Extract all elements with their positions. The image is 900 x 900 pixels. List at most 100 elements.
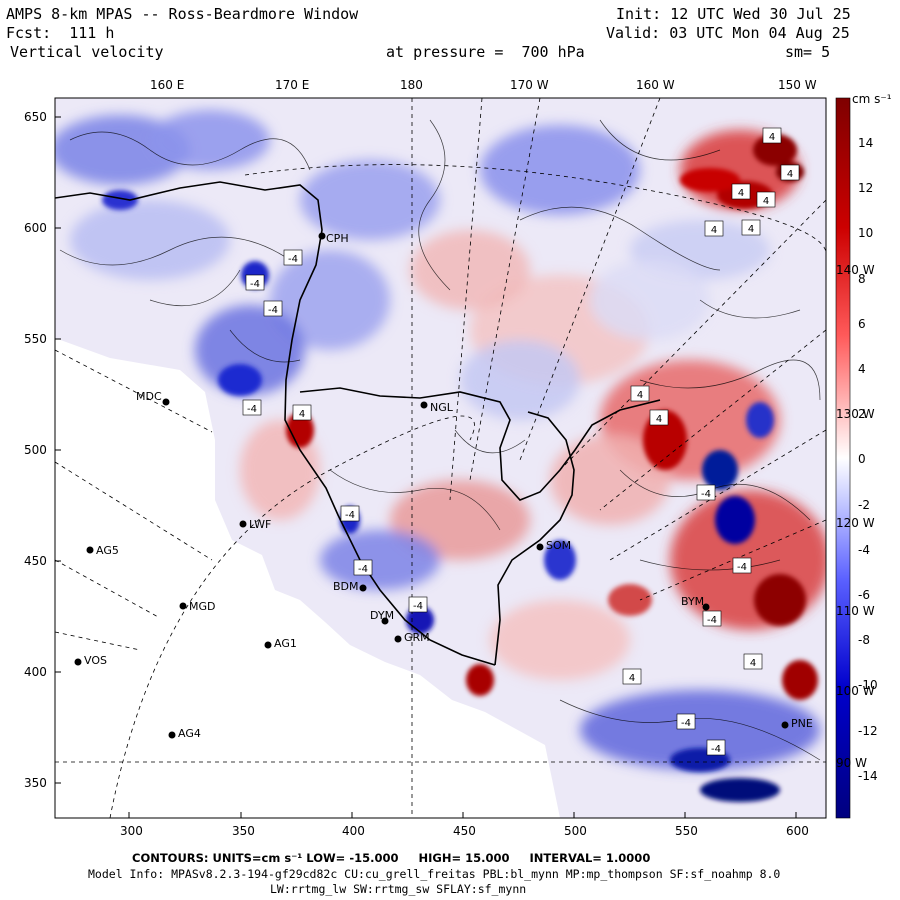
colorbar-label-14: -14 bbox=[858, 768, 878, 783]
station-marker-bym bbox=[702, 603, 710, 611]
station-marker-pne bbox=[781, 721, 789, 729]
contours-info: CONTOURS: UNITS=cm s⁻¹ LOW= -15.000 HIGH… bbox=[132, 851, 651, 865]
colorbar-label-6: 2 bbox=[858, 407, 866, 422]
svg-text:-4: -4 bbox=[681, 718, 691, 729]
svg-text:4: 4 bbox=[769, 132, 775, 143]
station-marker-ag5 bbox=[86, 546, 94, 554]
colorbar-label-10: -6 bbox=[858, 588, 870, 602]
station-marker-ag4 bbox=[168, 731, 176, 739]
colorbar-label-12: -10 bbox=[858, 678, 878, 693]
pressure-level: at pressure = 700 hPa bbox=[386, 44, 585, 61]
x-label-450: 450 bbox=[453, 824, 476, 838]
station-label-dym: DYM bbox=[370, 609, 395, 622]
colorbar-label-0: 14 bbox=[858, 136, 874, 150]
svg-text:-4: -4 bbox=[737, 562, 747, 573]
station-label-mdc: MDC bbox=[136, 390, 162, 403]
x-label-550: 550 bbox=[675, 824, 698, 838]
station-label-vos: VOS bbox=[84, 654, 107, 667]
lon-label-140w: 140 W bbox=[836, 263, 875, 277]
svg-text:-4: -4 bbox=[701, 489, 711, 500]
colorbar-label-2: 10 bbox=[858, 226, 874, 241]
svg-text:4: 4 bbox=[637, 390, 643, 401]
station-marker-lwf bbox=[239, 520, 247, 528]
colorbar-label-7: 0 bbox=[858, 452, 866, 467]
colorbar-label-13: -12 bbox=[858, 723, 878, 738]
station-marker-som bbox=[536, 543, 544, 551]
valid-time: Valid: 03 UTC Mon 04 Aug 25 bbox=[606, 24, 850, 42]
lon-label-170w: 170 W bbox=[510, 78, 549, 92]
field-name: Vertical velocity bbox=[10, 43, 164, 61]
init-time: Init: 12 UTC Wed 30 Jul 25 bbox=[616, 5, 851, 23]
x-label-300: 300 bbox=[120, 824, 143, 838]
fcst-value: 111 h bbox=[69, 24, 115, 42]
map-title: AMPS 8-km MPAS -- Ross-Beardmore Window bbox=[6, 5, 359, 23]
x-label-500: 500 bbox=[564, 824, 587, 838]
colorbar bbox=[835, 97, 851, 819]
colorbar-label-3: 8 bbox=[858, 271, 866, 286]
lon-label-110w: 110 W bbox=[836, 604, 875, 618]
svg-text:-4: -4 bbox=[268, 305, 278, 316]
station-marker-ag1 bbox=[264, 641, 272, 649]
lon-label-180: 180 bbox=[400, 78, 423, 92]
station-label-grm: GRM bbox=[404, 631, 430, 644]
station-marker-mdc bbox=[162, 398, 170, 406]
lon-label-90w: 90 W bbox=[836, 756, 867, 770]
y-label-350: 350 bbox=[24, 776, 47, 790]
svg-text:4: 4 bbox=[750, 658, 756, 669]
station-marker-vos bbox=[74, 658, 82, 666]
colorbar-label-9: -4 bbox=[858, 542, 870, 557]
svg-text:4: 4 bbox=[738, 188, 744, 199]
station-label-pne: PNE bbox=[791, 717, 813, 730]
lon-label-130w: 130 W bbox=[836, 407, 875, 421]
y-label-450: 450 bbox=[24, 554, 47, 568]
svg-text:-4: -4 bbox=[345, 510, 355, 521]
svg-text:4: 4 bbox=[299, 409, 305, 420]
svg-text:4: 4 bbox=[787, 169, 793, 180]
station-label-bdm: BDM bbox=[333, 580, 359, 593]
svg-text:-4: -4 bbox=[413, 601, 423, 612]
pressure-value: 700 hPa bbox=[521, 43, 585, 61]
station-label-ag5: AG5 bbox=[96, 544, 119, 557]
y-label-400: 400 bbox=[24, 665, 47, 679]
colorbar-label-11: -8 bbox=[858, 633, 870, 648]
station-marker-mgd bbox=[179, 602, 187, 610]
y-label-650: 650 bbox=[24, 110, 47, 124]
station-label-ngl: NGL bbox=[430, 401, 453, 414]
station-label-bym: BYM bbox=[681, 595, 705, 608]
station-label-mgd: MGD bbox=[189, 600, 216, 613]
x-label-350: 350 bbox=[232, 824, 255, 838]
x-label-400: 400 bbox=[342, 824, 365, 838]
lon-label-100w: 100 W bbox=[836, 684, 875, 698]
svg-text:4: 4 bbox=[656, 414, 662, 425]
pressure-label: at pressure = bbox=[386, 43, 504, 61]
colorbar-label-1: 12 bbox=[858, 181, 874, 196]
station-marker-ngl bbox=[420, 401, 428, 409]
forecast-hour: Fcst: 111 h bbox=[6, 25, 114, 42]
lon-label-120w: 120 W bbox=[836, 516, 875, 530]
lon-label-160e: 160 E bbox=[150, 78, 185, 92]
svg-text:-4: -4 bbox=[358, 564, 368, 575]
station-marker-bdm bbox=[359, 584, 367, 592]
svg-text:4: 4 bbox=[763, 196, 769, 207]
station-marker-grm bbox=[394, 635, 402, 643]
lon-label-150w: 150 W bbox=[778, 78, 817, 92]
svg-text:4: 4 bbox=[711, 225, 717, 236]
station-label-cph: CPH bbox=[326, 232, 349, 245]
svg-text:-4: -4 bbox=[707, 615, 717, 626]
lon-label-160w: 160 W bbox=[636, 78, 675, 92]
colorbar-label-4: 6 bbox=[858, 316, 866, 331]
svg-text:4: 4 bbox=[629, 673, 635, 684]
fcst-label: Fcst: bbox=[6, 24, 52, 42]
station-label-lwf: LWF bbox=[249, 518, 272, 531]
station-label-som: SOM bbox=[546, 539, 572, 552]
station-marker-cph bbox=[318, 232, 326, 240]
model-info: Model Info: MPASv8.2.3-194-gf29cd82c CU:… bbox=[88, 867, 781, 881]
svg-text:-4: -4 bbox=[288, 254, 298, 265]
station-label-ag4: AG4 bbox=[178, 727, 201, 740]
svg-text:-4: -4 bbox=[247, 404, 257, 415]
colorbar-units: cm s⁻¹ bbox=[852, 92, 892, 106]
y-label-600: 600 bbox=[24, 221, 47, 235]
y-label-500: 500 bbox=[24, 443, 47, 457]
colorbar-label-8: -2 bbox=[858, 497, 870, 512]
